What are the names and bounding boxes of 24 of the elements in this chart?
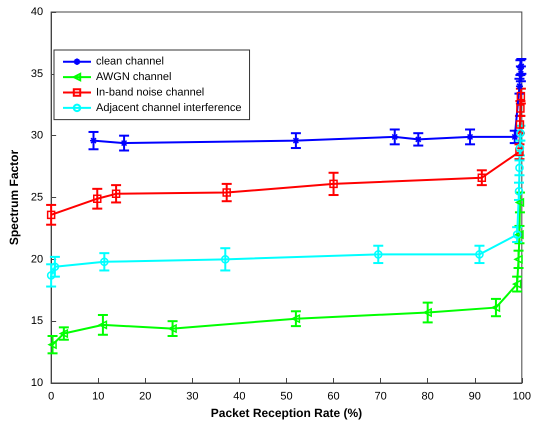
y-tick-label: 20 (30, 253, 44, 266)
x-tick-label: 80 (422, 390, 434, 402)
legend-label: Adjacent channel interference (96, 102, 242, 114)
x-tick-label: 0 (48, 390, 54, 402)
x-tick-label: 10 (92, 390, 104, 402)
legend-label: AWGN channel (96, 71, 172, 84)
x-tick-label: 30 (186, 390, 198, 402)
legend-label: In-band noise channel (96, 86, 204, 98)
x-tick-label: 60 (327, 390, 340, 402)
y-tick-label: 40 (30, 6, 44, 18)
y-tick-label: 35 (30, 68, 44, 80)
y-axis-title: Spectrum Factor (7, 149, 21, 246)
y-tick-label: 25 (30, 192, 44, 204)
y-tick-label: 15 (30, 315, 44, 328)
legend-label: clean channel (96, 56, 164, 68)
x-tick-label: 70 (374, 390, 387, 402)
x-tick-label: 100 (512, 390, 532, 402)
x-tick-label: 40 (233, 390, 246, 402)
x-tick-label: 90 (468, 390, 481, 402)
x-tick-label: 50 (280, 390, 293, 402)
x-axis-title: Packet Reception Rate (%) (210, 406, 362, 420)
y-tick-label: 30 (30, 130, 44, 142)
x-tick-label: 20 (139, 390, 152, 402)
y-tick-label: 10 (30, 377, 44, 389)
